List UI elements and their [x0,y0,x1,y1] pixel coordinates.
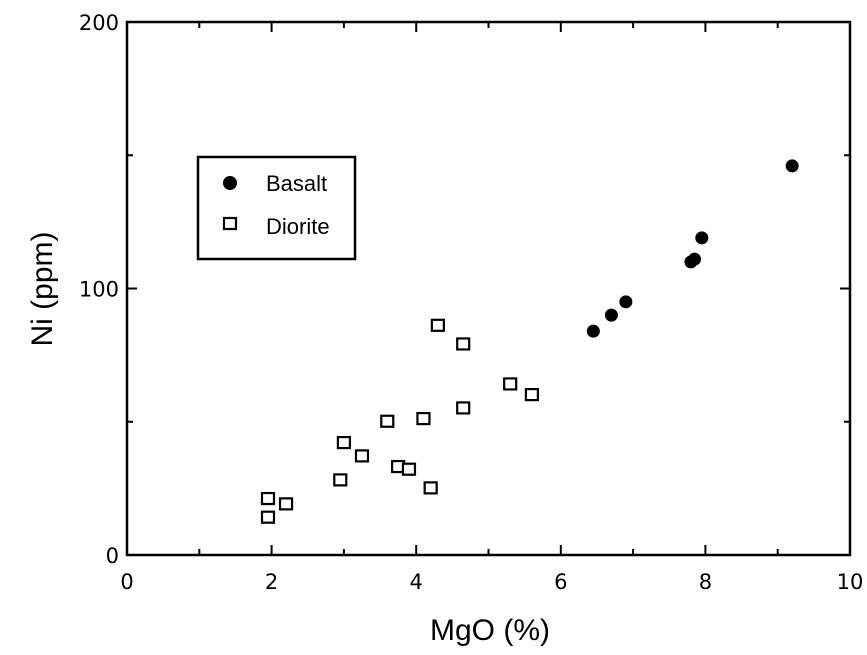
legend-diorite-label: Diorite [266,214,330,239]
diorite-point [423,481,438,495]
x-axis-title: MgO (%) [430,614,550,647]
diorite-point [354,449,370,463]
x-tick-label: 0 [120,570,133,594]
y-tick-label: 200 [79,11,119,35]
legend-box [196,155,357,261]
x-tick-label: 8 [699,570,712,594]
axis-ticks [126,21,851,556]
diorite-point [416,411,431,426]
y-tick-label: 0 [106,544,119,568]
diorite-point [333,473,348,487]
diorite-point [503,377,518,391]
diorite-point [401,462,417,476]
legend-basalt-marker [223,176,237,190]
diorite-point [524,388,539,402]
legend-diorite-marker [222,216,238,231]
diorite-point [278,497,294,511]
diorite-point [260,510,276,524]
diorite-point [456,401,471,415]
legend-basalt-label: Basalt [266,171,327,196]
basalt-point [695,231,709,245]
basalt-point [604,308,618,322]
legend: Basalt Diorite [196,155,357,261]
x-tick-label: 2 [265,570,278,594]
basalt-point [586,324,600,338]
diorite-point [430,318,445,332]
y-axis-title: Ni (ppm) [26,231,59,346]
x-tick-label: 4 [410,570,423,594]
basalt-point [688,252,702,266]
x-tick-label: 6 [554,570,567,594]
y-tick-label: 100 [79,278,119,302]
diorite-point [260,491,276,506]
data-points [260,159,799,524]
diorite-point [380,414,395,428]
x-tick-label: 10 [837,570,864,594]
diorite-point [336,435,351,450]
plot-frame [125,20,852,557]
basalt-point [785,159,799,173]
diorite-point [456,337,471,351]
basalt-point [619,295,633,309]
